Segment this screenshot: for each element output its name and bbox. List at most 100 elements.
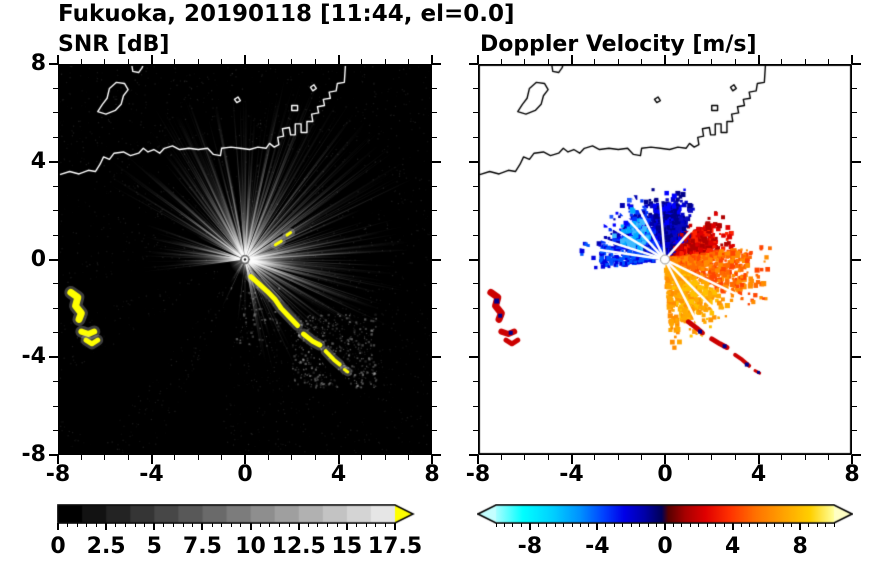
doppler-colorbar-tick [799,523,802,530]
snr-y-tick-right [432,405,437,407]
doppler-x-tick-top [851,55,853,64]
doppler-panel-label: Doppler Velocity [m/s] [480,32,757,57]
snr-y-tick-right [432,332,437,334]
snr-colorbar-tick [394,523,396,530]
snr-x-tick-top [431,55,433,64]
doppler-y-tick-right [852,454,861,456]
snr-x-tick-bottom [197,455,199,460]
snr-x-tick-bottom [267,455,269,460]
doppler-x-tick-bottom [828,455,830,460]
snr-y-tick-label: 8 [30,51,46,76]
doppler-colorbar-tick-label: 8 [792,534,808,559]
snr-y-tick-label: -4 [21,344,46,370]
snr-y-tick-right [432,210,437,212]
doppler-x-tick-bottom [500,455,502,460]
doppler-y-tick-right [852,258,861,261]
doppler-y-tick-right [852,356,861,359]
snr-x-tick-label: -8 [45,462,71,487]
doppler-x-tick-bottom [804,455,806,460]
doppler-colorbar [477,504,853,524]
snr-x-tick-bottom [361,455,363,460]
doppler-y-tick-right [852,63,861,65]
doppler-x-tick-bottom [524,455,526,460]
doppler-y-tick-left [469,258,478,261]
doppler-y-tick-left [469,356,478,359]
snr-colorbar-tick-label: 17.5 [367,534,423,559]
doppler-y-tick-right [852,405,857,407]
snr-y-tick-left [49,454,58,456]
doppler-x-tick-bottom [711,455,713,460]
snr-y-tick-right [432,136,437,138]
snr-y-tick-right [432,381,437,383]
doppler-x-tick-bottom [851,455,853,464]
doppler-y-tick-right [852,283,857,285]
snr-x-tick-bottom [150,455,153,464]
doppler-plot [478,64,852,455]
snr-y-tick-left [49,356,58,359]
doppler-y-tick-right [852,430,857,432]
doppler-x-tick-bottom [547,455,549,460]
figure-title: Fukuoka, 20190118 [11:44, el=0.0] [58,1,515,27]
snr-x-tick-bottom [244,455,246,464]
snr-y-tick-right [432,454,441,456]
doppler-y-tick-right [852,381,857,383]
doppler-x-tick-bottom [734,455,736,460]
snr-y-tick-left [49,63,58,65]
snr-y-tick-right [432,283,437,285]
snr-y-tick-right [432,112,437,114]
snr-panel-label: SNR [dB] [58,32,170,57]
doppler-x-tick-label: 4 [750,462,767,487]
snr-y-tick-left [49,258,58,261]
doppler-y-tick-right [852,160,861,163]
doppler-x-tick-top [477,55,479,64]
doppler-y-tick-left [469,160,478,163]
snr-x-tick-bottom [337,455,340,464]
snr-colorbar-tick [201,523,204,530]
snr-y-tick-right [432,185,437,187]
doppler-y-tick-right [852,307,857,309]
snr-colorbar-tick-label: 2.5 [86,534,126,559]
snr-x-tick-bottom [104,455,106,460]
doppler-x-tick-bottom [617,455,619,460]
doppler-x-tick-label: -8 [465,462,491,487]
doppler-x-tick-bottom [687,455,689,460]
snr-colorbar-tick-label: 5 [146,534,162,559]
doppler-x-tick-bottom [477,455,479,464]
snr-x-tick-bottom [174,455,176,460]
doppler-x-tick-bottom [664,455,666,464]
doppler-x-tick-bottom [757,455,760,464]
snr-y-tick-right [432,160,441,163]
snr-colorbar [57,504,415,524]
doppler-y-tick-right [852,210,857,212]
snr-x-tick-bottom [408,455,410,460]
snr-y-tick-right [432,430,437,432]
snr-x-tick-bottom [314,455,316,460]
doppler-colorbar-tick [664,523,666,530]
snr-x-tick-bottom [80,455,82,460]
snr-plot [58,64,432,455]
snr-x-tick-bottom [57,455,59,464]
doppler-x-tick-bottom [641,455,643,460]
snr-x-tick-bottom [221,455,223,460]
snr-colorbar-tick [153,523,156,530]
snr-x-tick-bottom [127,455,129,460]
doppler-y-tick-right [852,234,857,236]
doppler-colorbar-tick-label: -4 [585,534,610,559]
snr-y-tick-right [432,63,441,65]
snr-x-tick-top [244,55,246,64]
doppler-y-tick-left [469,63,478,65]
snr-colorbar-tick-label: 10 [235,534,266,559]
doppler-x-tick-bottom [570,455,573,464]
snr-x-tick-bottom [431,455,433,464]
doppler-x-tick-bottom [781,455,783,460]
doppler-x-tick-label: 0 [657,462,673,487]
snr-x-tick-label: 8 [424,462,440,487]
snr-y-tick-right [432,87,437,89]
snr-colorbar-tick [105,523,108,530]
snr-colorbar-tick [249,523,252,530]
snr-y-tick-right [432,258,441,261]
snr-colorbar-tick-label: 0 [50,534,66,559]
doppler-y-tick-right [852,87,857,89]
snr-y-tick-label: -8 [21,442,46,467]
